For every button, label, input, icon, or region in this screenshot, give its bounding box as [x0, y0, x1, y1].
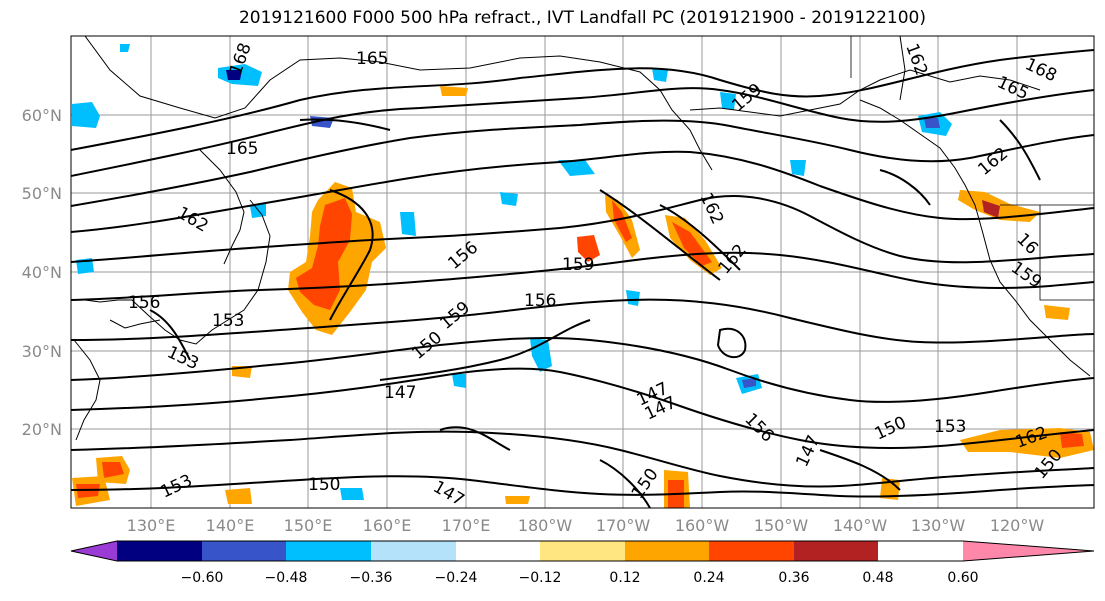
colorbar-cell [286, 541, 371, 561]
colorbar-tick: 0.48 [862, 570, 893, 586]
political-borders [850, 36, 1094, 301]
lon-label: 120°W [990, 516, 1045, 535]
lon-label-group: 130°E 140°E 150°E 160°E 170°E 180°W 170°… [127, 516, 1045, 535]
plot-frame [70, 35, 1095, 509]
colorbar-cell [794, 541, 878, 561]
shaded-anomalies [72, 44, 1094, 508]
lat-label: 40°N [22, 263, 62, 282]
contour-label: 153 [212, 311, 244, 331]
contour-lines [71, 49, 1094, 508]
colorbar-cell [625, 541, 709, 561]
colorbar-cell [963, 541, 1094, 561]
contour-label: 165 [226, 139, 258, 159]
plot-area [71, 36, 1094, 508]
colorbar-cell [202, 541, 286, 561]
lon-label: 170°E [442, 516, 491, 535]
lon-label: 130°W [911, 516, 966, 535]
colorbar: −0.60 −0.48 −0.36 −0.24 −0.12 0.12 0.24 … [70, 540, 1095, 586]
lon-label: 160°W [675, 516, 730, 535]
colorbar-tick: 0.36 [778, 570, 809, 586]
map-title: 2019121600 F000 500 hPa refract., IVT La… [238, 8, 926, 28]
lat-label: 30°N [22, 342, 62, 361]
colorbar-tick: −0.36 [350, 570, 393, 586]
colorbar-tick: −0.48 [265, 570, 308, 586]
colorbar-cell [71, 541, 117, 561]
lon-label: 170°W [596, 516, 651, 535]
colorbar-cell [456, 541, 540, 561]
lon-label: 180°W [518, 516, 573, 535]
colorbar-tick: −0.12 [519, 570, 562, 586]
colorbar-tick-group: −0.60 −0.48 −0.36 −0.24 −0.12 0.12 0.24 … [181, 570, 979, 586]
colorbar-cell [371, 541, 456, 561]
contour-label: 156 [128, 293, 160, 313]
lon-label: 160°E [363, 516, 412, 535]
contour-label: 150 [308, 475, 340, 495]
lat-label-group: 60°N 50°N 40°N 30°N 20°N [22, 106, 62, 439]
lon-label: 130°E [127, 516, 176, 535]
colorbar-tick: 0.24 [693, 570, 724, 586]
lon-label: 150°W [754, 516, 809, 535]
lon-label: 140°E [206, 516, 255, 535]
lon-label: 150°E [284, 516, 333, 535]
lat-label: 20°N [22, 420, 62, 439]
lon-label: 140°W [833, 516, 888, 535]
contour-label: 153 [934, 417, 966, 437]
colorbar-cell [709, 541, 794, 561]
colorbar-tick: 0.60 [947, 570, 978, 586]
contour-label: 156 [524, 291, 556, 311]
colorbar-tick: −0.60 [181, 570, 224, 586]
colorbar-outline [70, 540, 1095, 562]
colorbar-cell [540, 541, 625, 561]
contour-label: 159 [562, 255, 594, 275]
lat-label: 50°N [22, 184, 62, 203]
colorbar-cell [117, 541, 202, 561]
contour-label: 147 [384, 383, 416, 403]
colorbar-tick: 0.12 [609, 570, 640, 586]
lat-label: 60°N [22, 106, 62, 125]
colorbar-tick: −0.24 [435, 570, 478, 586]
contour-label: 165 [356, 49, 388, 69]
